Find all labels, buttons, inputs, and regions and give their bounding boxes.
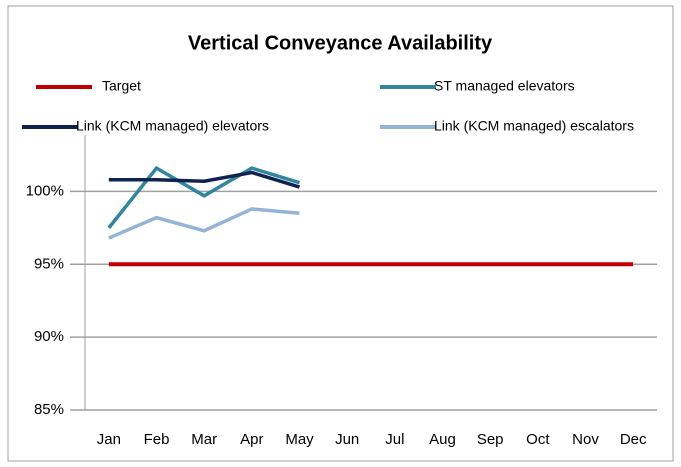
x-tick-label: Jan — [97, 431, 121, 448]
x-tick-label: Dec — [620, 431, 647, 448]
series-line — [108, 207, 300, 240]
x-tick-label: May — [285, 431, 314, 448]
y-tick-label: 95% — [34, 255, 64, 272]
chart-border — [7, 5, 674, 462]
x-tick-label: Apr — [240, 431, 263, 448]
legend-label: ST managed elevators — [434, 78, 575, 94]
legend-label: Link (KCM managed) elevators — [76, 118, 269, 134]
x-tick-label: Oct — [526, 431, 550, 448]
x-tick-label: Sep — [477, 431, 504, 448]
x-tick-label: Jul — [385, 431, 404, 448]
y-tick-label: 100% — [26, 182, 64, 199]
x-tick-label: Aug — [429, 431, 456, 448]
chart-title: Vertical Conveyance Availability — [188, 32, 493, 54]
x-tick-label: Feb — [144, 431, 170, 448]
x-tick-label: Nov — [572, 431, 599, 448]
legend-label: Link (KCM managed) escalators — [434, 118, 634, 134]
y-tick-label: 90% — [34, 328, 64, 345]
y-tick-label: 85% — [34, 401, 64, 418]
x-tick-label: Mar — [191, 431, 217, 448]
x-tick-label: Jun — [335, 431, 359, 448]
series-line — [108, 170, 301, 189]
legend-label: Target — [102, 78, 141, 94]
series-line — [107, 165, 301, 229]
